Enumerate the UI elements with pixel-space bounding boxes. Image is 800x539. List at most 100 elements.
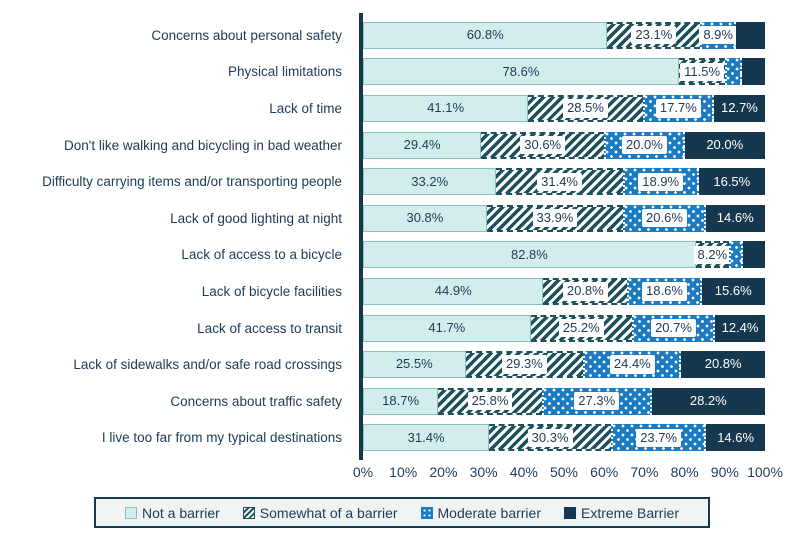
value-label: 33.9% xyxy=(532,209,578,228)
legend-item-somewhat-of-a-barrier: Somewhat of a barrier xyxy=(242,505,398,521)
segment-somewhat-of-a-barrier: 33.9% xyxy=(486,204,624,232)
chart-row: Lack of bicycle facilities 44.9% 20.8% 18.6… xyxy=(0,273,800,310)
chart-row: Don't like walking and bicycling in bad … xyxy=(0,127,800,164)
bar-track: 60.8% 23.1% 8.9% xyxy=(363,21,765,49)
segment-extreme-barrier: 15.6% xyxy=(701,277,765,305)
segment-not-a-barrier: 44.9% xyxy=(363,277,544,305)
segment-not-a-barrier: 18.7% xyxy=(363,387,439,415)
value-label: 15.6% xyxy=(714,283,752,299)
segment-not-a-barrier: 60.8% xyxy=(363,21,608,49)
category-label-text: Lack of sidewalks and/or safe road cross… xyxy=(73,357,342,373)
legend-swatch-solid-dark-navy-icon xyxy=(563,506,576,519)
segment-somewhat-of-a-barrier: 30.3% xyxy=(489,424,612,452)
x-axis-tick-30: 30% xyxy=(469,464,498,480)
category-label-text: Concerns about traffic safety xyxy=(170,393,342,409)
segment-somewhat-of-a-barrier: 28.5% xyxy=(528,94,643,122)
category-label-text: Lack of bicycle facilities xyxy=(201,283,342,299)
value-label: 20.7% xyxy=(651,318,696,338)
segment-not-a-barrier: 31.4% xyxy=(363,424,490,452)
segment-somewhat-of-a-barrier: 11.5% xyxy=(678,58,726,86)
value-label: 18.7% xyxy=(382,393,420,409)
x-axis-tick-50: 50% xyxy=(549,464,579,480)
value-label: 82.8% xyxy=(510,246,548,262)
category-label-don-t-like-walking-and-bicycling-in-bad-weather: Don't like walking and bicycling in bad … xyxy=(0,138,352,153)
legend-label: Extreme Barrier xyxy=(580,504,680,521)
chart-row: Lack of sidewalks and/or safe road cross… xyxy=(0,346,800,383)
segment-extreme-barrier: 28.2% xyxy=(651,387,765,415)
category-label-text: Lack of good lighting at night xyxy=(170,210,342,226)
segment-moderate-barrier: 18.9% xyxy=(622,168,699,196)
bar-track: 44.9% 20.8% 18.6% 15.6% xyxy=(363,277,765,305)
segment-somewhat-of-a-barrier: 20.8% xyxy=(543,277,628,305)
category-label-lack-of-access-to-transit: Lack of access to transit xyxy=(0,321,352,336)
bar-track: 25.5% 29.3% 24.4% 20.8% xyxy=(363,351,765,379)
segment-somewhat-of-a-barrier: 8.2% xyxy=(693,241,732,269)
category-label-text: Don't like walking and bicycling in bad … xyxy=(64,137,342,153)
value-label: 29.4% xyxy=(403,136,441,152)
value-label: 44.9% xyxy=(434,283,472,299)
category-label-text: Lack of time xyxy=(269,100,342,116)
segment-extreme-barrier xyxy=(742,241,765,269)
chart-row: Lack of access to transit 41.7% 25.2% 20.7%… xyxy=(0,310,800,347)
segment-not-a-barrier: 30.8% xyxy=(363,204,487,232)
segment-moderate-barrier: 20.0% xyxy=(604,131,685,159)
segment-extreme-barrier: 20.0% xyxy=(684,131,765,159)
value-label: 20.0% xyxy=(621,135,667,155)
bar-track: 31.4% 30.3% 23.7% 14.6% xyxy=(363,424,765,452)
value-label: 41.7% xyxy=(428,319,466,335)
y-axis-line xyxy=(359,13,363,460)
legend-item-moderate-barrier: Moderate barrier xyxy=(420,505,541,521)
category-label-text: I live too far from my typical destinati… xyxy=(101,430,342,446)
bar-track: 41.1% 28.5% 17.7% 12.7% xyxy=(363,94,765,122)
segment-extreme-barrier xyxy=(742,58,765,86)
segment-moderate-barrier: 20.6% xyxy=(623,204,706,232)
value-label: 20.6% xyxy=(642,209,687,228)
value-label: 14.6% xyxy=(716,210,754,226)
value-label: 60.8% xyxy=(466,27,504,43)
value-label: 25.5% xyxy=(395,356,433,372)
legend-item-not-a-barrier: Not a barrier xyxy=(124,505,220,521)
value-label: 18.6% xyxy=(642,282,687,301)
legend-item-extreme-barrier: Extreme Barrier xyxy=(563,504,680,521)
bar-track: 82.8% 8.2% xyxy=(363,241,765,269)
segment-not-a-barrier: 25.5% xyxy=(363,351,466,379)
x-axis-tick-70: 70% xyxy=(630,464,659,480)
chart-row: Lack of time 41.1% 28.5% 17.7% 12.7% xyxy=(0,90,800,127)
segment-not-a-barrier: 29.4% xyxy=(363,131,482,159)
segment-moderate-barrier: 18.6% xyxy=(627,277,702,305)
value-label: 28.2% xyxy=(689,393,727,409)
category-label-lack-of-time: Lack of time xyxy=(0,101,352,116)
value-label: 33.2% xyxy=(411,173,449,189)
segment-moderate-barrier xyxy=(725,58,743,86)
value-label: 25.2% xyxy=(558,318,604,338)
value-label: 28.5% xyxy=(563,99,608,118)
segment-moderate-barrier: 24.4% xyxy=(583,351,682,379)
category-label-lack-of-bicycle-facilities: Lack of bicycle facilities xyxy=(0,284,352,299)
segment-extreme-barrier: 12.7% xyxy=(713,94,765,122)
segment-somewhat-of-a-barrier: 25.2% xyxy=(530,314,632,342)
segment-extreme-barrier: 12.4% xyxy=(715,314,765,342)
x-axis-tick-80: 80% xyxy=(670,464,699,480)
chart-row: Concerns about personal safety 60.8% 23.1%… xyxy=(0,17,800,54)
x-axis-tick-40: 40% xyxy=(509,464,538,480)
bar-track: 78.6% 11.5% xyxy=(363,58,765,86)
category-label-physical-limitations: Physical limitations xyxy=(0,64,352,79)
value-label: 20.0% xyxy=(706,136,744,152)
segment-somewhat-of-a-barrier: 30.6% xyxy=(481,131,605,159)
value-label: 12.4% xyxy=(721,319,759,335)
segment-not-a-barrier: 33.2% xyxy=(363,168,497,196)
value-label: 17.7% xyxy=(655,99,701,118)
segment-moderate-barrier: 17.7% xyxy=(642,94,714,122)
value-label: 11.5% xyxy=(680,62,725,82)
segment-not-a-barrier: 78.6% xyxy=(363,58,679,86)
chart-row: I live too far from my typical destinati… xyxy=(0,420,800,457)
segment-moderate-barrier xyxy=(728,241,743,269)
category-label-i-live-too-far-from-my-typical-destinations: I live too far from my typical destinati… xyxy=(0,430,352,445)
category-label-text: Lack of access to transit xyxy=(197,320,342,336)
segment-not-a-barrier: 82.8% xyxy=(363,241,696,269)
bar-track: 41.7% 25.2% 20.7% 12.4% xyxy=(363,314,765,342)
segment-extreme-barrier: 14.6% xyxy=(706,424,765,452)
value-label: 20.8% xyxy=(562,282,608,301)
value-label: 8.9% xyxy=(699,26,737,45)
x-axis-tick-90: 90% xyxy=(710,464,739,480)
